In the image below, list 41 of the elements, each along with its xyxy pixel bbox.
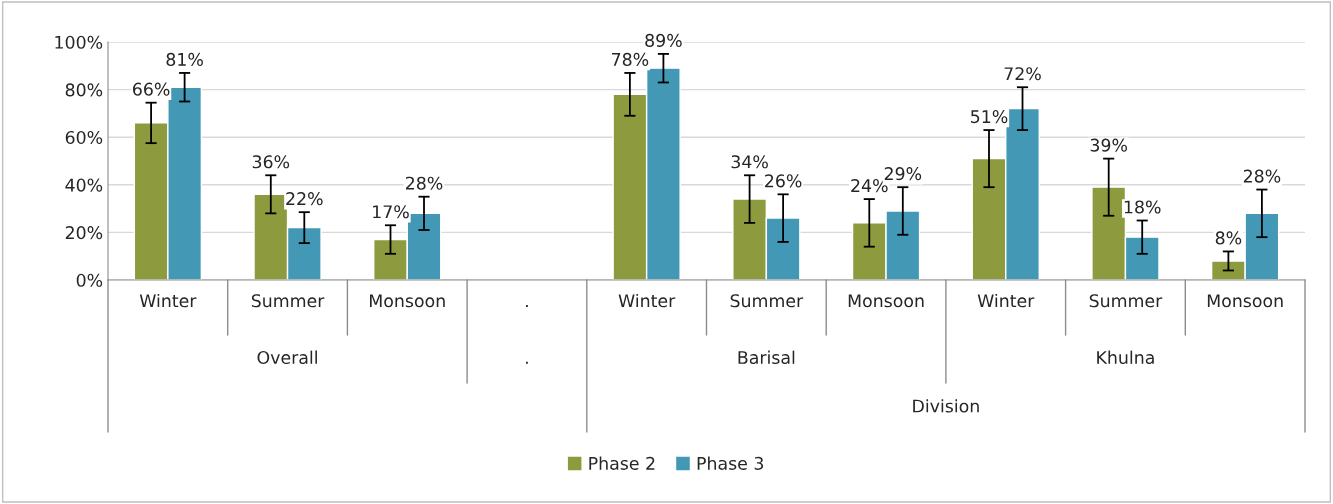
- data-label: 8%: [1215, 231, 1242, 245]
- data-label: 66%: [133, 82, 170, 96]
- y-tick-label: 20%: [65, 226, 103, 240]
- data-label: 81%: [166, 52, 203, 67]
- data-label: 28%: [405, 176, 443, 190]
- y-tick-label: 100%: [55, 35, 103, 49]
- data-label: 24%: [851, 179, 888, 193]
- data-label: 36%: [252, 155, 290, 169]
- x-tick-label: Monsoon: [370, 294, 445, 308]
- data-label: 18%: [1124, 200, 1161, 214]
- data-label: 17%: [373, 205, 409, 219]
- x-tick-label: Summer: [730, 294, 804, 308]
- x-tick-label: Winter: [618, 293, 676, 308]
- y-tick-label: 80%: [65, 83, 103, 97]
- legend-label: Phase 3: [697, 456, 764, 470]
- data-label: 39%: [1090, 138, 1128, 152]
- data-label: 28%: [1243, 169, 1281, 183]
- y-tick-label: 60%: [65, 130, 103, 145]
- data-label: 51%: [971, 109, 1008, 124]
- y-tick-label: 40%: [65, 178, 103, 192]
- text: .: [526, 361, 528, 364]
- data-label: 89%: [645, 33, 682, 47]
- x-tick-label: .: [526, 304, 528, 308]
- text: Overall: [257, 350, 317, 365]
- legend-label: Phase 2: [589, 456, 655, 470]
- data-label: 22%: [286, 192, 323, 206]
- x-tick-label: Monsoon: [1207, 294, 1283, 308]
- x-tick-label: Winter: [139, 293, 197, 308]
- x-tick-label: Monsoon: [848, 294, 924, 308]
- text: Division: [913, 399, 979, 413]
- text: Barisal: [738, 350, 795, 365]
- x-tick-label: Summer: [1089, 294, 1163, 308]
- data-label: 78%: [612, 52, 649, 67]
- data-label: 72%: [1004, 67, 1041, 81]
- y-tick-label: 0%: [76, 273, 103, 287]
- data-label: 34%: [731, 155, 768, 169]
- data-label: 26%: [765, 174, 802, 188]
- x-tick-label: Summer: [251, 294, 325, 308]
- text: Khulna: [1097, 350, 1154, 365]
- x-tick-label: Winter: [977, 293, 1035, 308]
- data-label: 29%: [884, 167, 922, 181]
